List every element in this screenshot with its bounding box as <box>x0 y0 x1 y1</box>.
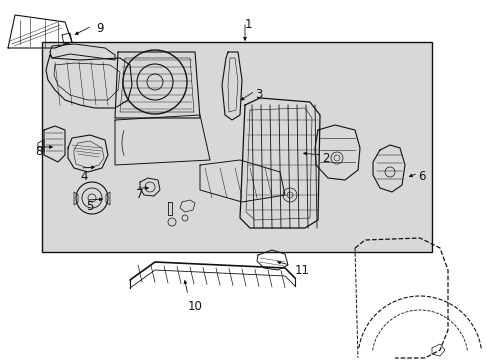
Text: 3: 3 <box>254 88 262 101</box>
Text: 9: 9 <box>96 22 103 35</box>
Text: 7: 7 <box>136 188 143 201</box>
Text: 8: 8 <box>35 145 42 158</box>
Text: 4: 4 <box>80 170 87 183</box>
Text: 5: 5 <box>86 200 93 213</box>
Bar <box>42 42 431 252</box>
Text: 1: 1 <box>244 18 252 31</box>
Text: 10: 10 <box>187 300 203 313</box>
Text: 11: 11 <box>294 264 309 277</box>
Text: 2: 2 <box>321 152 329 165</box>
Text: 6: 6 <box>417 170 425 183</box>
